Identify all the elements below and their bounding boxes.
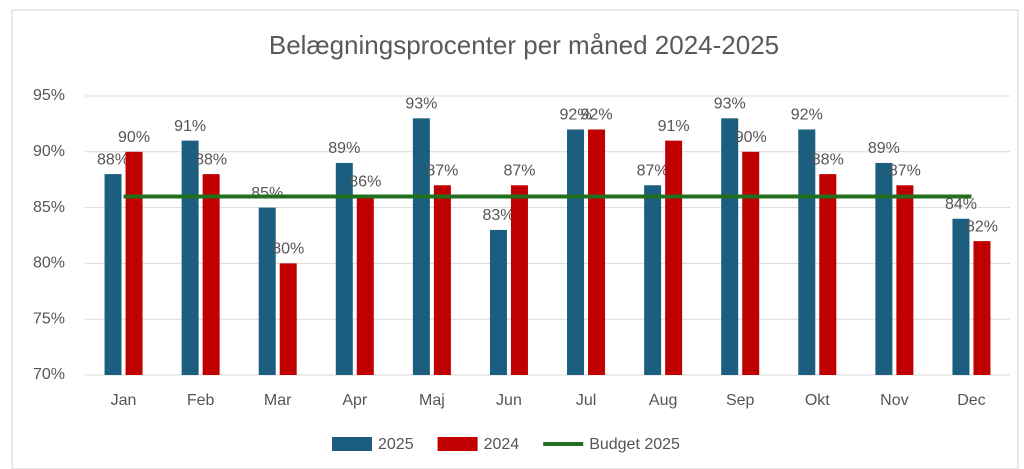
data-label: 90%: [735, 129, 767, 146]
y-tick-label: 70%: [33, 366, 65, 383]
data-label: 84%: [945, 196, 977, 213]
bar: [181, 140, 199, 375]
bar: [104, 174, 122, 375]
data-label: 80%: [272, 241, 304, 258]
data-label: 89%: [868, 140, 900, 157]
data-label: 93%: [405, 96, 437, 113]
bar: [819, 174, 837, 375]
data-label: 91%: [658, 118, 690, 135]
x-tick-label: Sep: [726, 392, 755, 409]
bar: [588, 129, 606, 375]
x-tick-label: Mar: [264, 392, 292, 409]
bar: [721, 118, 739, 375]
bar: [875, 162, 893, 375]
y-tick-label: 75%: [33, 310, 65, 327]
data-label: 87%: [637, 162, 669, 179]
data-label: 83%: [482, 207, 514, 224]
x-tick-label: Nov: [880, 392, 908, 409]
data-label: 87%: [426, 162, 458, 179]
legend-swatch: [332, 437, 372, 451]
chart-title: Belægningsprocenter per måned 2024-2025: [269, 30, 779, 60]
bar: [510, 185, 528, 375]
x-tick-label: Jul: [576, 392, 596, 409]
data-label: 89%: [328, 140, 360, 157]
bar: [567, 129, 585, 375]
x-tick-label: Maj: [419, 392, 445, 409]
x-tick-label: Apr: [342, 392, 368, 409]
data-label: 92%: [560, 107, 592, 124]
y-tick-label: 80%: [33, 255, 65, 272]
bar: [952, 218, 970, 375]
data-label: 82%: [966, 218, 998, 235]
bar: [279, 263, 297, 375]
data-label: 88%: [97, 151, 129, 168]
bar: [125, 151, 143, 375]
bar: [896, 185, 914, 375]
x-tick-label: Okt: [805, 392, 830, 409]
legend-label: 2025: [378, 436, 414, 453]
bar: [973, 241, 991, 375]
bar: [665, 140, 683, 375]
legend-label: Budget 2025: [589, 436, 680, 453]
data-label: 87%: [889, 162, 921, 179]
legend-swatch: [437, 437, 478, 451]
legend-label: 2024: [484, 436, 520, 453]
data-label: 86%: [349, 174, 381, 191]
data-label: 88%: [812, 151, 844, 168]
data-label: 88%: [195, 151, 227, 168]
bar: [258, 207, 276, 375]
bar: [644, 185, 662, 375]
data-label: 92%: [791, 107, 823, 124]
y-tick-label: 85%: [33, 199, 65, 216]
bar: [489, 229, 507, 375]
x-tick-label: Feb: [187, 392, 215, 409]
data-label: 91%: [174, 118, 206, 135]
y-tick-label: 95%: [33, 87, 65, 104]
bar: [433, 185, 451, 375]
data-label: 85%: [251, 185, 283, 202]
y-tick-label: 90%: [33, 143, 65, 160]
data-label: 90%: [118, 129, 150, 146]
data-label: 87%: [503, 162, 535, 179]
bar: [798, 129, 816, 375]
data-label: 92%: [581, 107, 613, 124]
bar: [412, 118, 430, 375]
x-tick-label: Jun: [496, 392, 522, 409]
x-tick-label: Aug: [649, 392, 677, 409]
x-tick-label: Dec: [957, 392, 985, 409]
bar: [742, 151, 760, 375]
x-tick-label: Jan: [111, 392, 137, 409]
data-label: 93%: [714, 96, 746, 113]
bar: [202, 174, 220, 375]
bar: [356, 196, 374, 375]
bar: [335, 162, 353, 375]
